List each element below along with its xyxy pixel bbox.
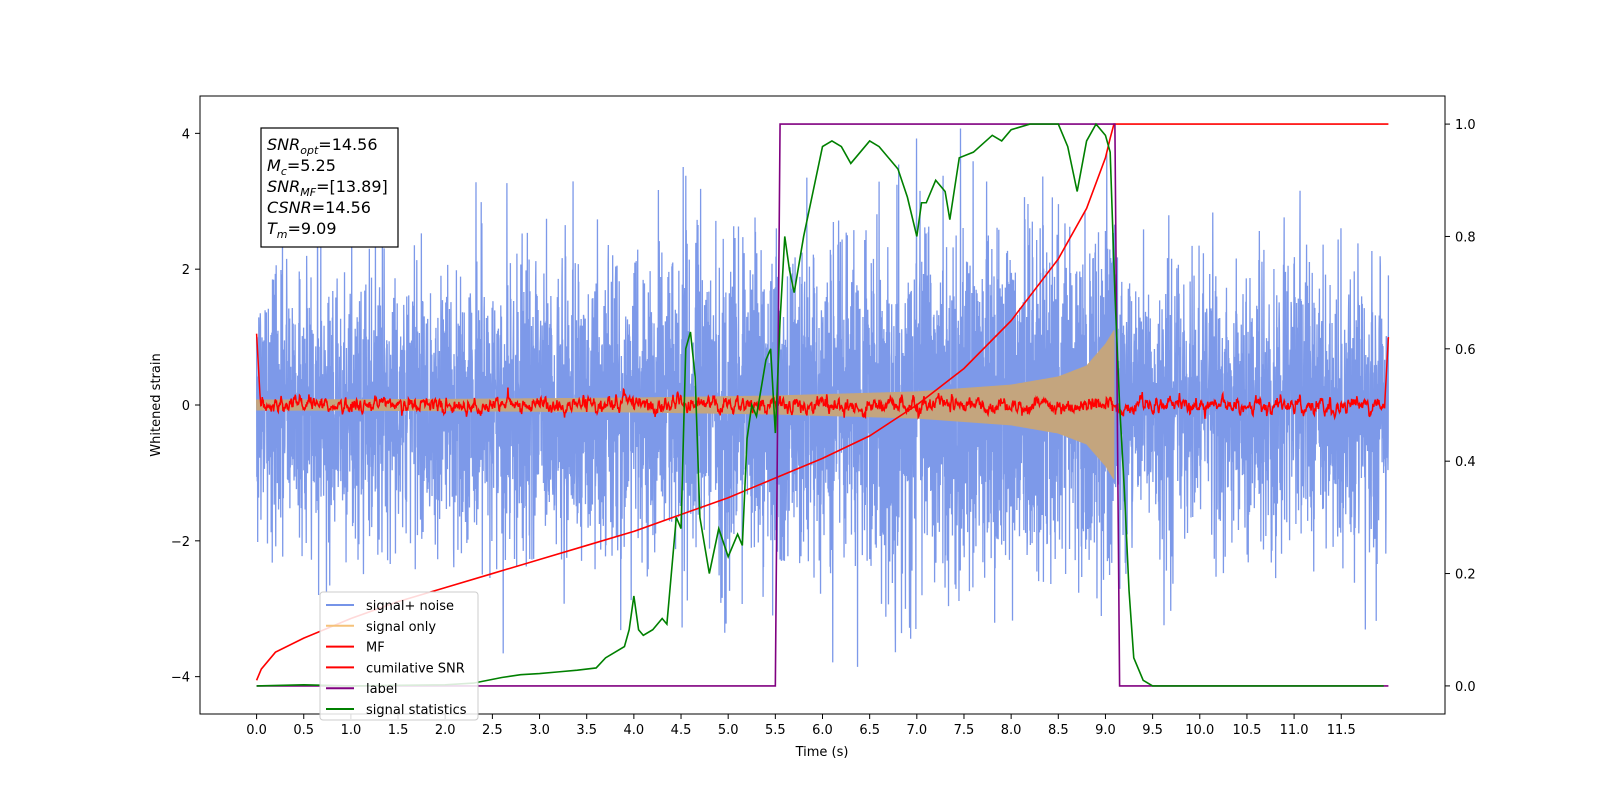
annotation-line: Tm=9.09 bbox=[267, 219, 337, 241]
legend-entry: signal statistics bbox=[366, 703, 467, 718]
x-axis: 0.0 0.5 1.0 1.5 2.0 2.5 3.0 3.5 4.0 4.5 5.0 5.5 6.0 6… bbox=[246, 714, 1356, 738]
legend-entry: cumilative SNR bbox=[366, 661, 465, 676]
x-tick-label: 2.5 bbox=[482, 723, 503, 738]
y2-tick-label: 0.2 bbox=[1455, 568, 1476, 583]
y-tick-label: 2 bbox=[182, 263, 190, 278]
y2-tick-label: 0.6 bbox=[1455, 343, 1476, 358]
series-mf bbox=[255, 333, 1390, 421]
x-tick-label: 3.0 bbox=[529, 723, 550, 738]
y-tick-label: −2 bbox=[171, 535, 190, 550]
x-tick-label: 10.0 bbox=[1185, 723, 1214, 738]
annotation-box: SNRopt=14.56Mc=5.25SNRMF=[13.89]CSNR=14.… bbox=[260, 127, 399, 248]
x-tick-label: 3.5 bbox=[576, 723, 597, 738]
x-tick-label: 9.0 bbox=[1095, 723, 1116, 738]
x-tick-label: 6.0 bbox=[812, 723, 833, 738]
x-axis-label: Time (s) bbox=[795, 745, 849, 760]
series-signal-statistics bbox=[256, 122, 1384, 687]
x-tick-label: 4.0 bbox=[624, 723, 645, 738]
legend-entry: MF bbox=[366, 641, 385, 656]
x-tick-label: 7.0 bbox=[906, 723, 927, 738]
x-tick-label: 5.0 bbox=[718, 723, 739, 738]
x-tick-label: 0.0 bbox=[246, 723, 267, 738]
y2-tick-label: 0.8 bbox=[1455, 230, 1476, 245]
annotation-frame bbox=[260, 127, 399, 248]
x-tick-label: 0.5 bbox=[293, 723, 314, 738]
y-tick-label: −4 bbox=[171, 671, 190, 686]
y-axis-right: 0.0 0.2 0.4 0.6 0.8 1.0 bbox=[1445, 118, 1476, 695]
x-tick-label: 4.5 bbox=[671, 723, 692, 738]
y-tick-label: 4 bbox=[182, 127, 190, 142]
y-axis-label: Whitened strain bbox=[149, 353, 164, 456]
x-tick-label: 1.5 bbox=[388, 723, 409, 738]
legend-entry: signal only bbox=[366, 620, 436, 635]
y2-tick-label: 0.4 bbox=[1455, 455, 1476, 470]
x-tick-label: 11.0 bbox=[1280, 723, 1309, 738]
x-tick-label: 2.0 bbox=[435, 723, 456, 738]
annotation-line: SNRopt=14.56 bbox=[267, 135, 378, 157]
x-tick-label: 8.5 bbox=[1048, 723, 1069, 738]
x-tick-label: 1.0 bbox=[341, 723, 362, 738]
y2-tick-label: 1.0 bbox=[1455, 118, 1476, 133]
annotation-line: Mc=5.25 bbox=[267, 156, 336, 178]
x-tick-label: 8.0 bbox=[1001, 723, 1022, 738]
x-tick-label: 6.5 bbox=[859, 723, 880, 738]
x-tick-label: 5.5 bbox=[765, 723, 786, 738]
legend: signal+ noise signal only MF cumilative SNR… bbox=[319, 591, 479, 721]
legend-entry: signal+ noise bbox=[366, 599, 454, 614]
legend-entry: label bbox=[366, 682, 397, 697]
x-tick-label: 10.5 bbox=[1232, 723, 1261, 738]
y-tick-label: 0 bbox=[182, 399, 190, 414]
y2-tick-label: 0.0 bbox=[1455, 680, 1476, 695]
x-tick-label: 11.5 bbox=[1327, 723, 1356, 738]
x-tick-label: 9.5 bbox=[1142, 723, 1163, 738]
legend-frame bbox=[319, 591, 479, 721]
annotation-line: SNRMF=[13.89] bbox=[267, 177, 388, 199]
annotation-line: CSNR=14.56 bbox=[267, 198, 371, 217]
series-signal-noise bbox=[255, 128, 1390, 667]
x-tick-label: 7.5 bbox=[954, 723, 975, 738]
y-axis-left: −4 −2 0 2 4 bbox=[171, 127, 200, 686]
